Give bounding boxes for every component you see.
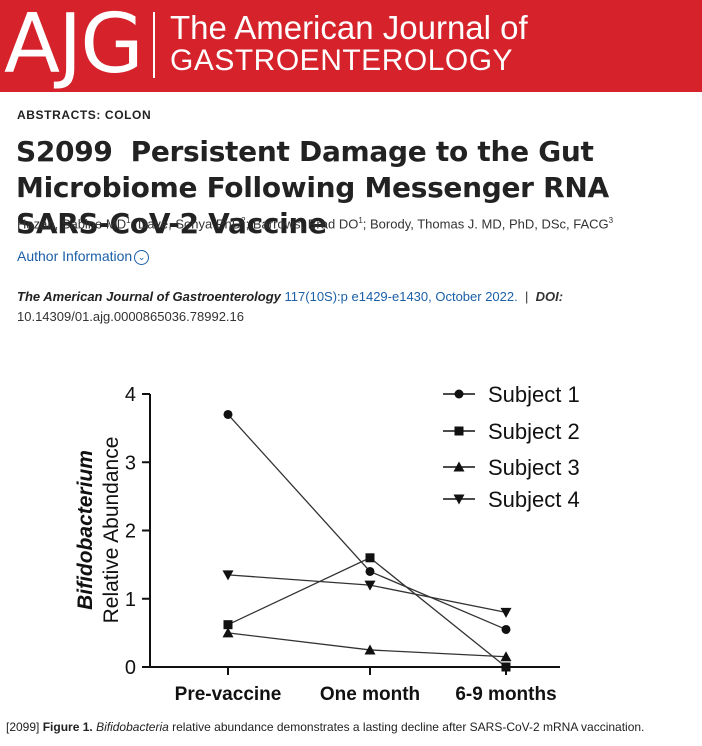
legend-label: Subject 1 <box>488 382 580 407</box>
doi-label: DOI: <box>535 289 564 304</box>
legend-label: Subject 3 <box>488 455 580 480</box>
data-point <box>364 580 376 591</box>
logo-divider <box>153 12 155 78</box>
author-affiliation: 3 <box>608 216 614 225</box>
x-tick-label: Pre-vaccine <box>175 684 282 705</box>
journal-name-line2: GASTROENTEROLOGY <box>170 44 514 77</box>
legend-marker <box>453 494 465 505</box>
caption-ref: [2099] <box>6 720 40 734</box>
y-axis-label-line2: Relative Abundance <box>100 437 123 624</box>
data-point <box>222 627 234 638</box>
caption-text: relative abundance demonstrates a lastin… <box>172 720 645 734</box>
data-point <box>222 570 234 581</box>
author-name: Hazan, Sabine MD <box>17 216 127 232</box>
author-information-label: Author Information <box>17 248 133 264</box>
author-name: Borody, Thomas J. MD, PhD, DSc, FACG <box>370 216 609 232</box>
data-point <box>223 620 233 630</box>
y-tick-label: 4 <box>125 384 136 406</box>
data-point <box>501 662 511 672</box>
data-point <box>365 553 375 563</box>
y-tick-label: 0 <box>125 657 136 679</box>
journal-name-line1: The American Journal of <box>170 9 528 46</box>
legend-label: Subject 4 <box>488 487 580 512</box>
y-axis-label-line1: Bifidobacterium <box>74 450 97 610</box>
journal-title: The American Journal of Gastroenterology <box>17 289 281 304</box>
article-title: S2099 Persistent Damage to the Gut Microb… <box>16 134 696 242</box>
data-point <box>223 409 233 419</box>
y-tick-label: 1 <box>125 589 136 611</box>
x-tick-label: 6-9 months <box>455 684 556 705</box>
section-label: ABSTRACTS: COLON <box>17 108 152 122</box>
legend-marker <box>454 426 464 436</box>
data-point <box>501 624 511 634</box>
doi-value[interactable]: 10.14309/01.ajg.0000865036.78992.16 <box>17 309 244 324</box>
y-tick-label: 3 <box>125 452 136 474</box>
series-line <box>227 414 507 631</box>
figure-caption: [2099] Figure 1. Bifidobacteria relative… <box>6 720 644 734</box>
caption-italic-term: Bifidobacteria <box>96 720 169 734</box>
author-affiliation: 1 <box>358 216 363 225</box>
legend-marker <box>453 461 465 472</box>
data-point <box>500 607 512 618</box>
author-affiliation: 2 <box>241 216 246 225</box>
volume-link[interactable]: 117(10S):p e1429-e1430, October 2022. <box>284 289 518 304</box>
data-point <box>500 651 512 662</box>
journal-banner: AJG The American Journal of GASTROENTERO… <box>0 0 702 92</box>
author-name: Dave, Sonya PhD <box>137 216 242 232</box>
article-title-text: Persistent Damage to the Gut Microbiome … <box>16 135 609 240</box>
journal-logo: AJG <box>4 0 144 92</box>
chevron-down-icon: ⌄ <box>134 249 150 265</box>
legend-marker <box>454 389 464 399</box>
author-information-link[interactable]: Author Information ⌄ <box>17 248 150 265</box>
author-name: Barrows, Brad DO <box>252 216 359 232</box>
series-line <box>227 574 507 614</box>
data-point <box>364 644 376 655</box>
author-list: Hazan, Sabine MD1; Dave, Sonya PhD2; Bar… <box>17 216 614 232</box>
author-affiliation: 1 <box>126 216 131 225</box>
abstract-number: S2099 <box>16 135 113 168</box>
caption-figure-label: Figure 1. <box>42 720 93 734</box>
legend-label: Subject 2 <box>488 419 580 444</box>
citation: The American Journal of Gastroenterology… <box>17 289 564 324</box>
data-point <box>365 566 375 576</box>
figure-chart: 0 1 2 3 4 Pre-vaccine One month 6-9 months Bifid… <box>74 382 580 705</box>
y-tick-label: 2 <box>125 521 136 543</box>
x-tick-label: One month <box>320 684 420 705</box>
